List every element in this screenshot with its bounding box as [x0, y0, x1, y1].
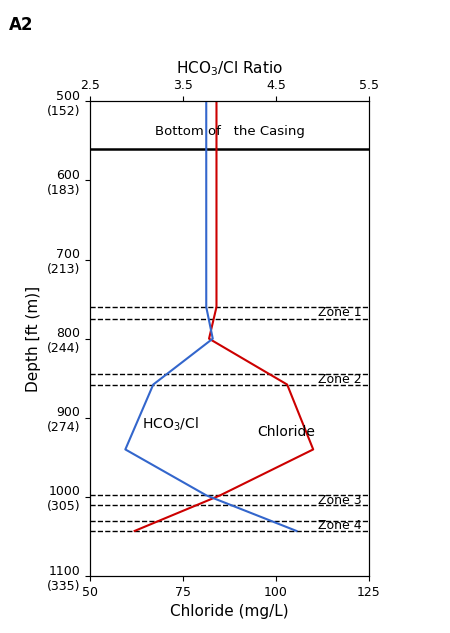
Y-axis label: Depth [ft (m)]: Depth [ft (m)] — [26, 285, 41, 392]
X-axis label: Chloride (mg/L): Chloride (mg/L) — [170, 605, 289, 619]
Text: Chloride: Chloride — [257, 425, 315, 439]
Text: A2: A2 — [9, 16, 33, 34]
X-axis label: HCO$_3$/Cl Ratio: HCO$_3$/Cl Ratio — [176, 59, 283, 78]
Text: Zone 3: Zone 3 — [318, 494, 361, 506]
Text: Zone 4: Zone 4 — [318, 519, 361, 532]
Text: Zone 2: Zone 2 — [318, 373, 361, 386]
Text: HCO$_3$/Cl: HCO$_3$/Cl — [142, 415, 199, 433]
Text: Zone 1: Zone 1 — [318, 306, 361, 320]
Text: Bottom of   the Casing: Bottom of the Casing — [154, 125, 305, 137]
